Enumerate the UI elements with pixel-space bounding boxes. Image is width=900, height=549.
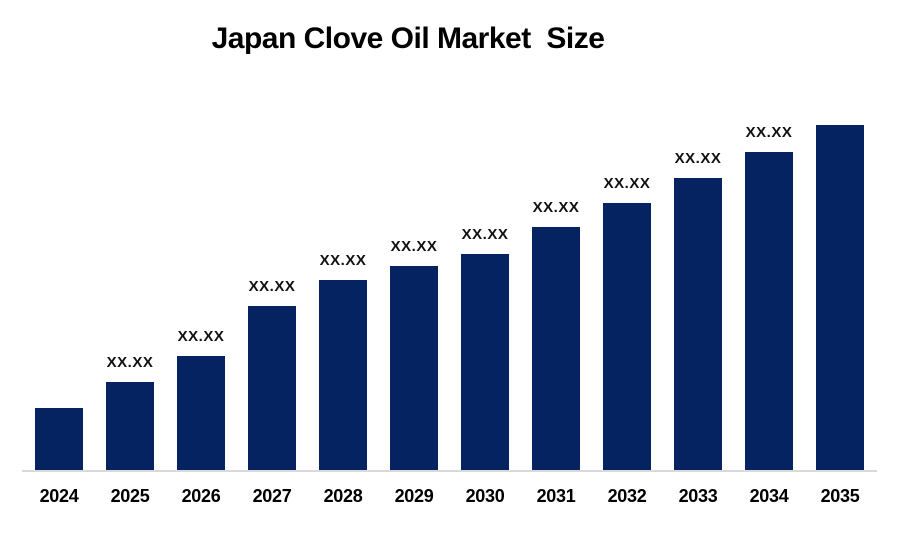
x-axis-tick-label: 2026	[181, 486, 221, 506]
bar	[319, 280, 367, 470]
bar-value-label: XX.XX	[319, 252, 367, 269]
bar-value-label: XX.XX	[390, 238, 438, 255]
bar-value-label: XX.XX	[106, 354, 154, 371]
x-axis-tick-label: 2028	[323, 486, 363, 506]
plot-area: XX.XX XX.XX XX.XX XX.XX XX.XX XX.XX XX.XX XX.XX…	[0, 54, 900, 470]
x-axis-tick-label: 2033	[678, 486, 718, 506]
bar-column	[816, 125, 864, 470]
x-axis-tick-label: 2027	[252, 486, 292, 506]
bar-value-label: XX.XX	[674, 150, 722, 167]
bar	[461, 254, 509, 470]
bar	[177, 356, 225, 470]
x-axis-tick-label: 2025	[110, 486, 150, 506]
bar	[745, 152, 793, 470]
bar	[532, 227, 580, 470]
x-axis-tick-label: 2035	[820, 486, 860, 506]
x-axis-tick-label: 2029	[394, 486, 434, 506]
bar-column: XX.XX	[106, 355, 154, 470]
x-axis-tick-labels: 2024 2025 2026 2027 2028 2029 2030 2031 2032 2033…	[0, 486, 900, 507]
bar-value-label: XX.XX	[248, 278, 296, 295]
bar	[35, 408, 83, 470]
bar	[816, 125, 864, 470]
chart-page: Japan Clove Oil Market Size XX.XX XX.XX XX…	[0, 24, 900, 507]
x-axis-tick-label: 2031	[536, 486, 576, 506]
bar-column: XX.XX	[461, 227, 509, 470]
bar-column: XX.XX	[603, 176, 651, 470]
bar	[248, 306, 296, 470]
x-axis-line	[22, 470, 877, 472]
bar-value-label: XX.XX	[177, 328, 225, 345]
x-axis-tick-label: 2032	[607, 486, 647, 506]
bar-value-label: XX.XX	[532, 199, 580, 216]
bar-column: XX.XX	[745, 125, 793, 470]
bar-value-label: XX.XX	[603, 175, 651, 192]
bar	[674, 178, 722, 470]
bar-value-label: XX.XX	[461, 226, 509, 243]
bar-column: XX.XX	[248, 279, 296, 470]
bar-column: XX.XX	[390, 239, 438, 470]
bar-column: XX.XX	[319, 253, 367, 470]
x-axis-tick-label: 2024	[39, 486, 79, 506]
bar	[390, 266, 438, 470]
bar-column: XX.XX	[532, 200, 580, 470]
bar-column	[35, 408, 83, 470]
bar-column: XX.XX	[177, 329, 225, 470]
chart-title: Japan Clove Oil Market Size	[211, 22, 605, 55]
bar-value-label: XX.XX	[745, 124, 793, 141]
bar	[106, 382, 154, 470]
x-axis-tick-label: 2030	[465, 486, 505, 506]
bar-column: XX.XX	[674, 151, 722, 470]
bar	[603, 203, 651, 470]
x-axis-tick-label: 2034	[749, 486, 789, 506]
